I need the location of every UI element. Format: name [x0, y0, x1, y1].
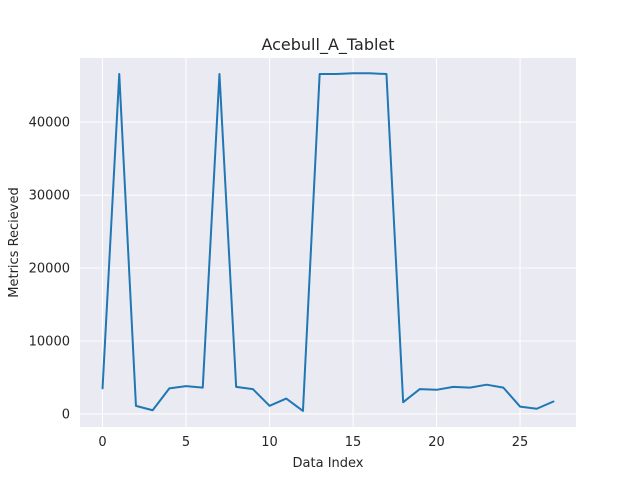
- y-tick-label: 10000: [29, 334, 70, 349]
- y-axis-ticks: 0 10000 20000 30000 40000: [29, 116, 70, 423]
- y-tick-label: 30000: [29, 189, 70, 204]
- y-axis-label: Metrics Recieved: [7, 187, 22, 297]
- y-tick-label: 0: [62, 407, 70, 422]
- y-tick-label: 40000: [29, 116, 70, 131]
- series-group: [101, 72, 555, 412]
- x-tick-label: 20: [428, 435, 445, 450]
- x-tick-label: 5: [182, 435, 190, 450]
- plot-area: [80, 58, 576, 427]
- grid-lines: [80, 58, 576, 427]
- x-tick-label: 0: [98, 435, 106, 450]
- x-axis-ticks: 0 5 10 15 20 25: [98, 435, 528, 450]
- x-axis-label: Data Index: [293, 456, 364, 471]
- x-tick-label: 15: [345, 435, 362, 450]
- x-tick-label: 10: [261, 435, 278, 450]
- chart-title: Acebull_A_Tablet: [261, 35, 394, 55]
- y-tick-label: 20000: [29, 262, 70, 277]
- x-tick-label: 25: [512, 435, 529, 450]
- series-line: [101, 72, 555, 412]
